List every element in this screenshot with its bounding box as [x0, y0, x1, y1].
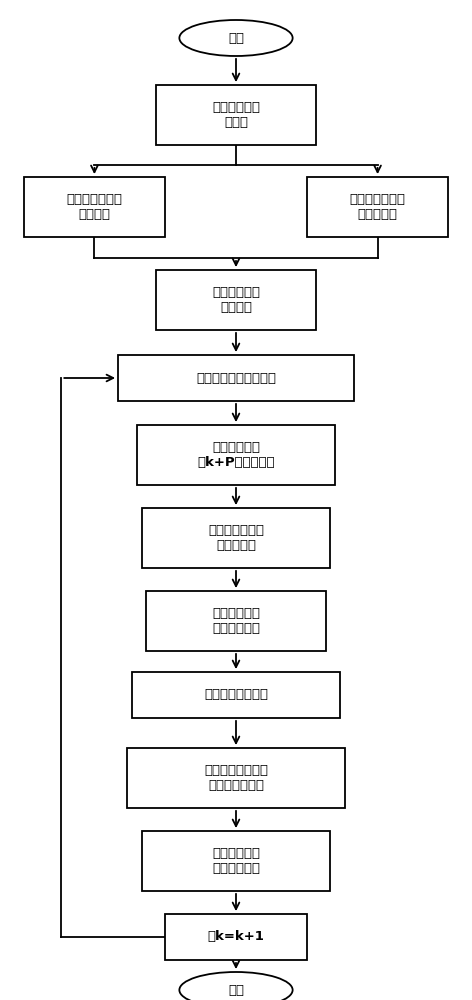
FancyBboxPatch shape — [127, 748, 345, 808]
Ellipse shape — [179, 20, 293, 56]
Text: 确定四旋翅系
统模型: 确定四旋翅系 统模型 — [212, 101, 260, 129]
Text: 设计反时限郊狼优
化算法各项指标: 设计反时限郊狼优 化算法各项指标 — [204, 764, 268, 792]
Text: 由滑模面建立预测模型: 由滑模面建立预测模型 — [196, 371, 276, 384]
FancyBboxPatch shape — [24, 177, 165, 237]
FancyBboxPatch shape — [137, 425, 335, 485]
Ellipse shape — [179, 972, 293, 1000]
Text: 设置输入时滞和
状态时滞: 设置输入时滞和 状态时滞 — [67, 193, 122, 221]
Text: 设计滑模面和
滑模参数: 设计滑模面和 滑模参数 — [212, 286, 260, 314]
Text: 令k=k+1: 令k=k+1 — [208, 930, 264, 944]
FancyBboxPatch shape — [146, 591, 326, 651]
Text: 寻优结束，实
施当前控制量: 寻优结束，实 施当前控制量 — [212, 847, 260, 875]
Text: 设计带新型补偿
的参考轨迹: 设计带新型补偿 的参考轨迹 — [208, 524, 264, 552]
FancyBboxPatch shape — [307, 177, 448, 237]
FancyBboxPatch shape — [156, 85, 316, 145]
Text: 设计优化性能指标: 设计优化性能指标 — [204, 688, 268, 702]
Text: 根据预测误差
进行反馈校正: 根据预测误差 进行反馈校正 — [212, 607, 260, 635]
Text: 开始: 开始 — [228, 31, 244, 44]
FancyBboxPatch shape — [165, 914, 307, 960]
FancyBboxPatch shape — [132, 672, 340, 718]
Text: 设置执行器故障
和不确定性: 设置执行器故障 和不确定性 — [350, 193, 405, 221]
Text: 求解预测模型
（k+P）时刻输出: 求解预测模型 （k+P）时刻输出 — [197, 441, 275, 469]
FancyBboxPatch shape — [142, 508, 330, 568]
FancyBboxPatch shape — [156, 270, 316, 330]
FancyBboxPatch shape — [142, 831, 330, 891]
FancyBboxPatch shape — [118, 355, 354, 401]
Text: 结束: 结束 — [228, 984, 244, 996]
